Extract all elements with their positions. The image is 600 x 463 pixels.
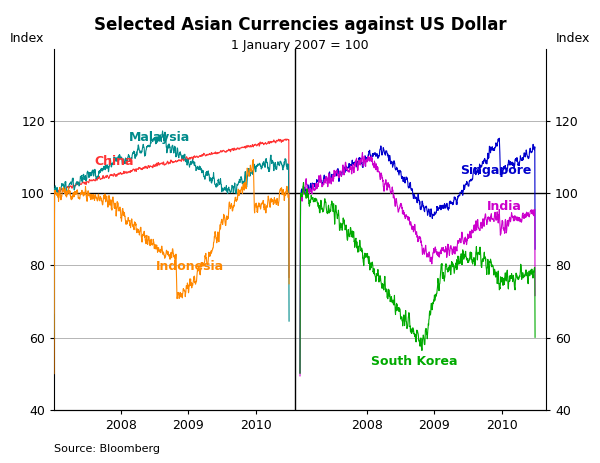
Text: India: India (487, 200, 521, 213)
Text: Index: Index (556, 32, 590, 45)
Text: Selected Asian Currencies against US Dollar: Selected Asian Currencies against US Dol… (94, 16, 506, 34)
Text: Malaysia: Malaysia (129, 131, 190, 144)
Text: Singapore: Singapore (460, 164, 532, 177)
Text: Index: Index (10, 32, 44, 45)
Text: China: China (94, 155, 134, 168)
Text: South Korea: South Korea (371, 355, 458, 368)
Text: Source: Bloomberg: Source: Bloomberg (54, 444, 160, 454)
Text: 1 January 2007 = 100: 1 January 2007 = 100 (231, 39, 369, 52)
Text: Indonesia: Indonesia (155, 260, 224, 273)
